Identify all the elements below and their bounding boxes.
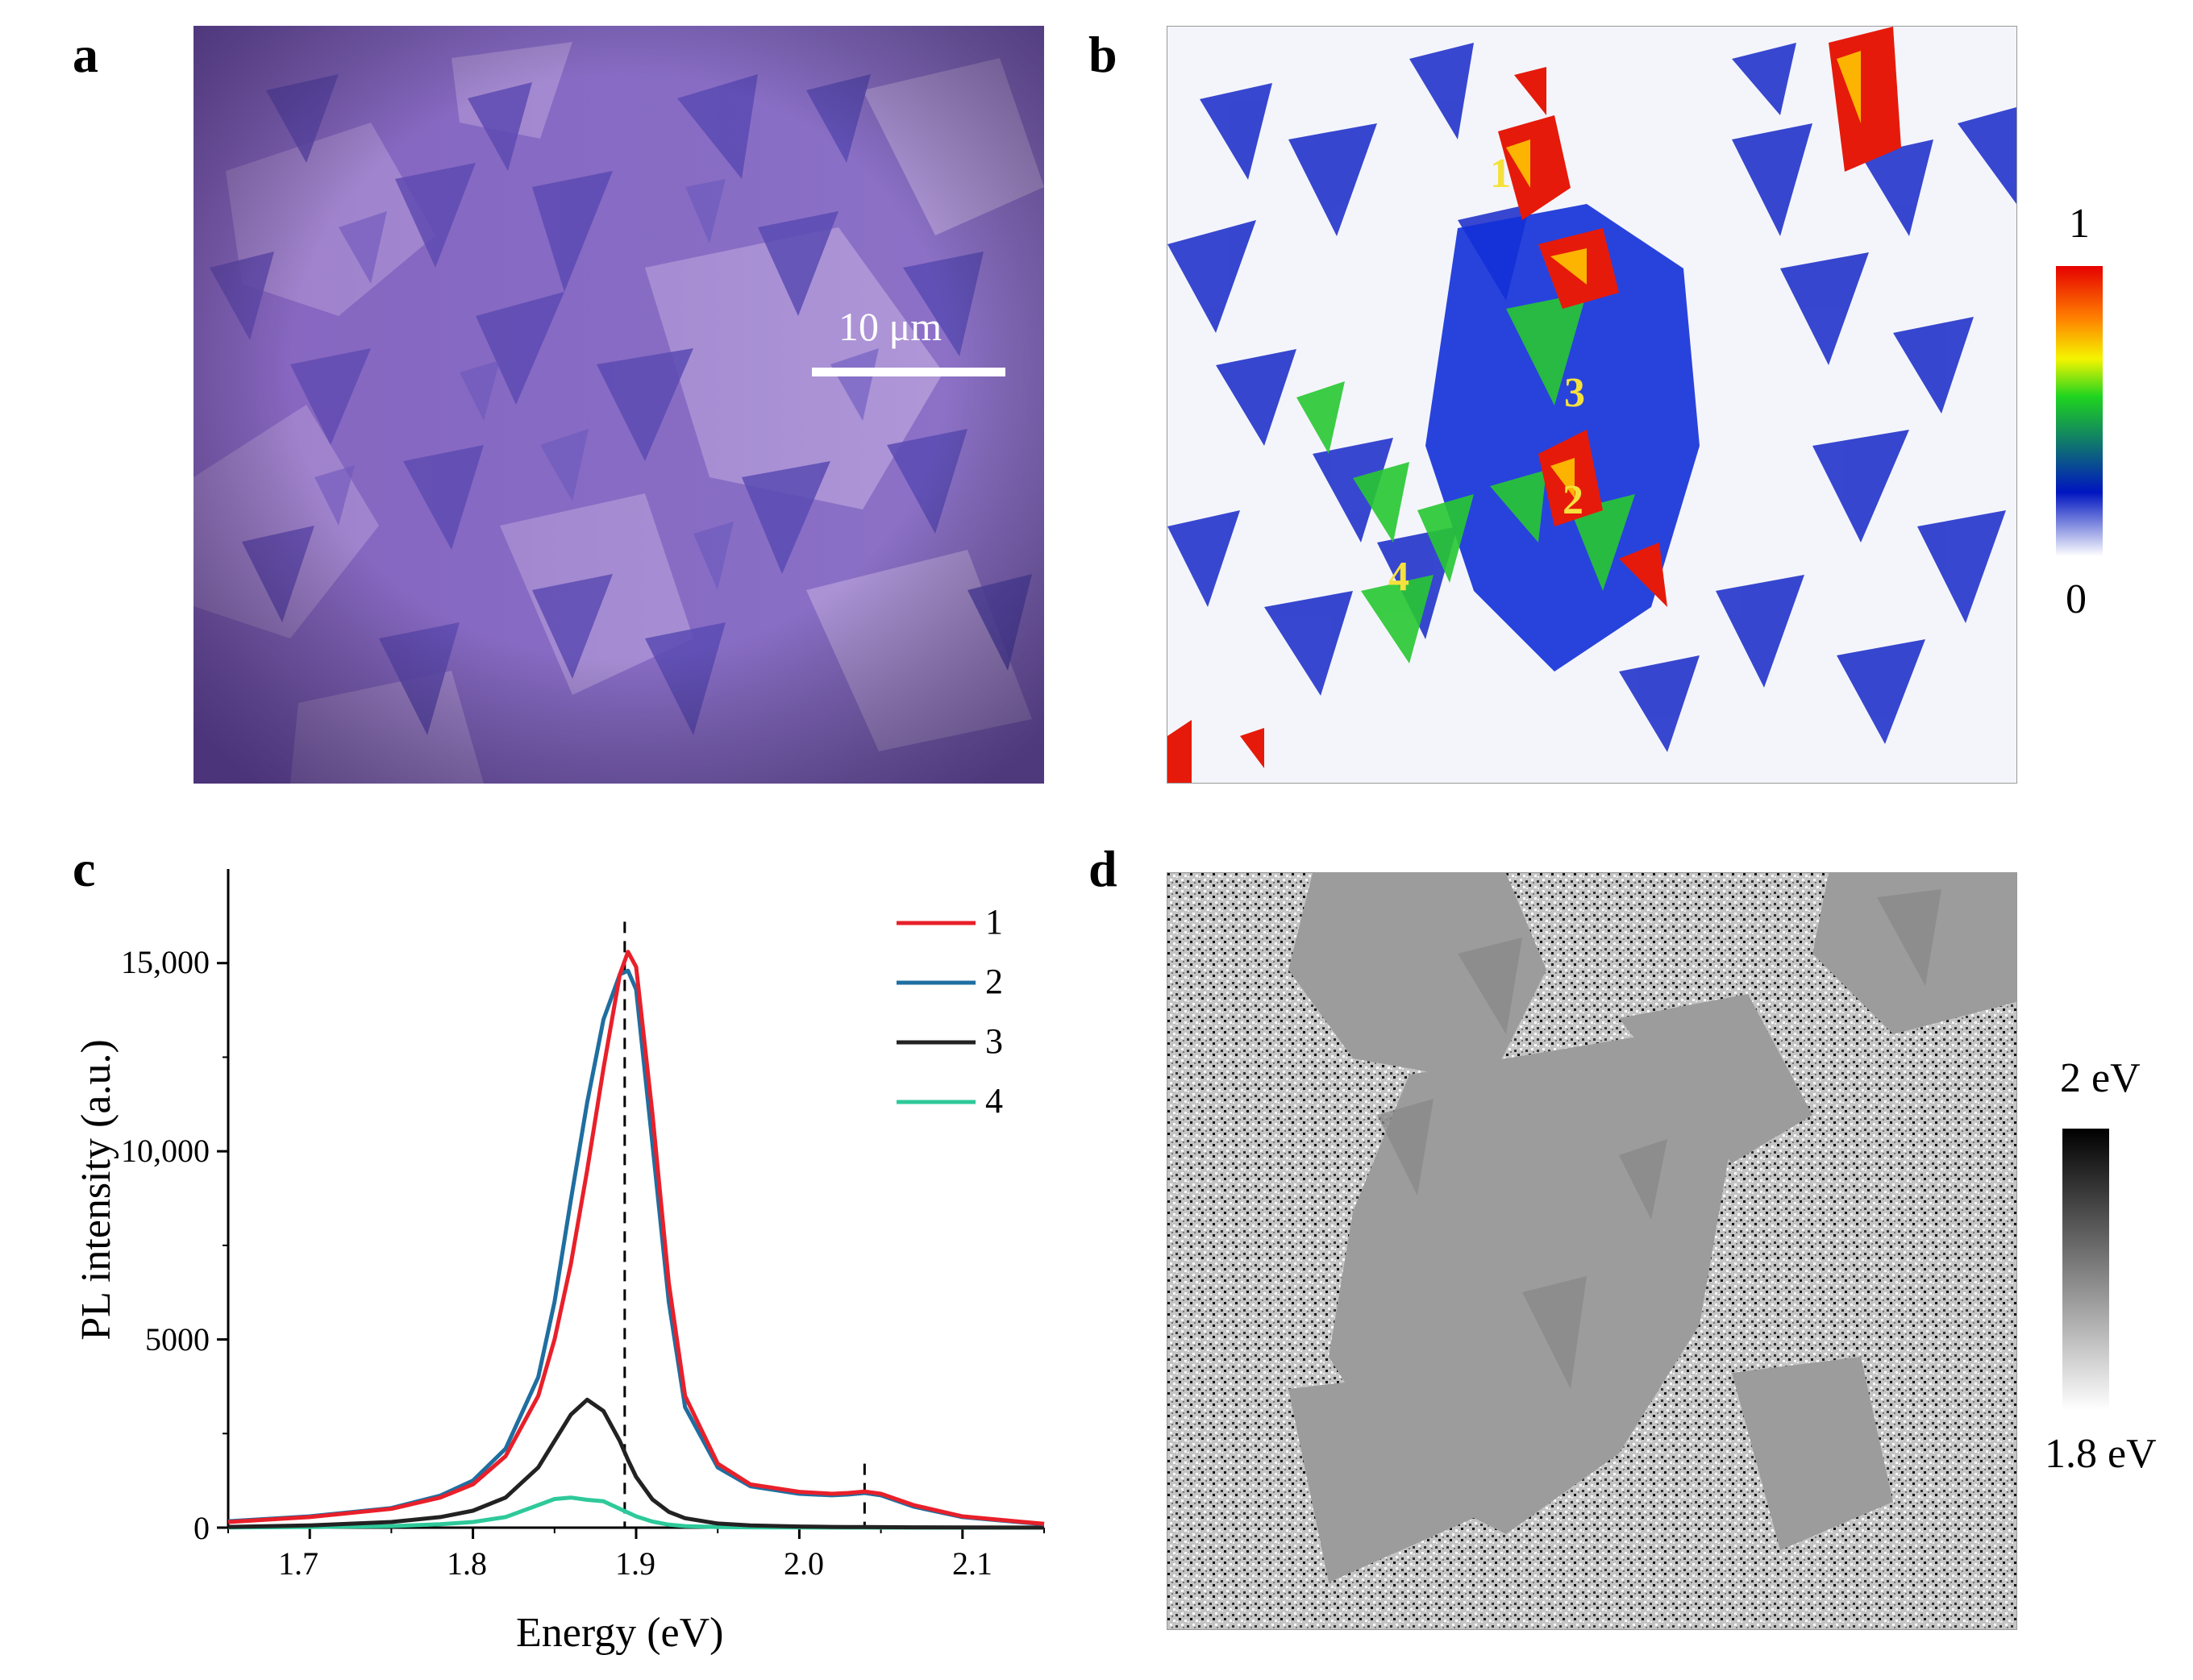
spot-2-label: 2 [1563, 477, 1583, 523]
colorbar-b-min-label: 0 [2066, 576, 2087, 622]
series-line-3 [227, 1397, 1045, 1530]
pl-intensity-map [1167, 26, 2017, 784]
legend-entry-3-label: 3 [985, 1021, 1003, 1061]
panel-b-label: b [1088, 26, 1117, 83]
x-axis-label: Energy (eV) [516, 1610, 724, 1656]
pl-peak-energy-map [1167, 872, 2017, 1630]
series-line-4 [227, 1495, 1044, 1530]
x-tick-label: 1.7 [278, 1545, 318, 1582]
x-tick-label: 2.1 [952, 1545, 992, 1582]
spot-3-label: 3 [1564, 370, 1585, 416]
optical-micrograph [194, 26, 1044, 784]
scale-bar [812, 368, 1005, 376]
panel-c-label: c [73, 840, 96, 897]
spot-1-label: 1 [1490, 151, 1511, 197]
x-tick-label: 1.9 [615, 1545, 655, 1582]
spot-4-label: 4 [1388, 554, 1409, 600]
colorbar-b [2056, 266, 2103, 556]
x-tick-label: 1.8 [447, 1545, 487, 1582]
scale-bar-label: 10 μm [838, 304, 943, 349]
y-tick-label: 0 [194, 1510, 210, 1546]
legend-entry-4-label: 4 [985, 1081, 1003, 1121]
colorbar-b-max-label: 1 [2069, 201, 2090, 247]
x-tick-label: 2.0 [784, 1545, 824, 1582]
panel-a-label: a [73, 26, 98, 83]
colorbar-d-min-label: 1.8 eV [2045, 1431, 2157, 1477]
legend-entry-1-label: 1 [985, 902, 1003, 942]
series-line-2 [227, 968, 1045, 1527]
colorbar-d [2062, 1129, 2109, 1411]
colorbar-d-max-label: 2 eV [2060, 1055, 2141, 1101]
panel-d-label: d [1088, 840, 1117, 897]
y-tick-label: 15,000 [121, 944, 210, 980]
legend-entry-2-label: 2 [985, 962, 1003, 1001]
y-tick-label: 5000 [145, 1321, 210, 1358]
series-line-1 [227, 950, 1045, 1526]
y-tick-label: 10,000 [121, 1133, 210, 1169]
